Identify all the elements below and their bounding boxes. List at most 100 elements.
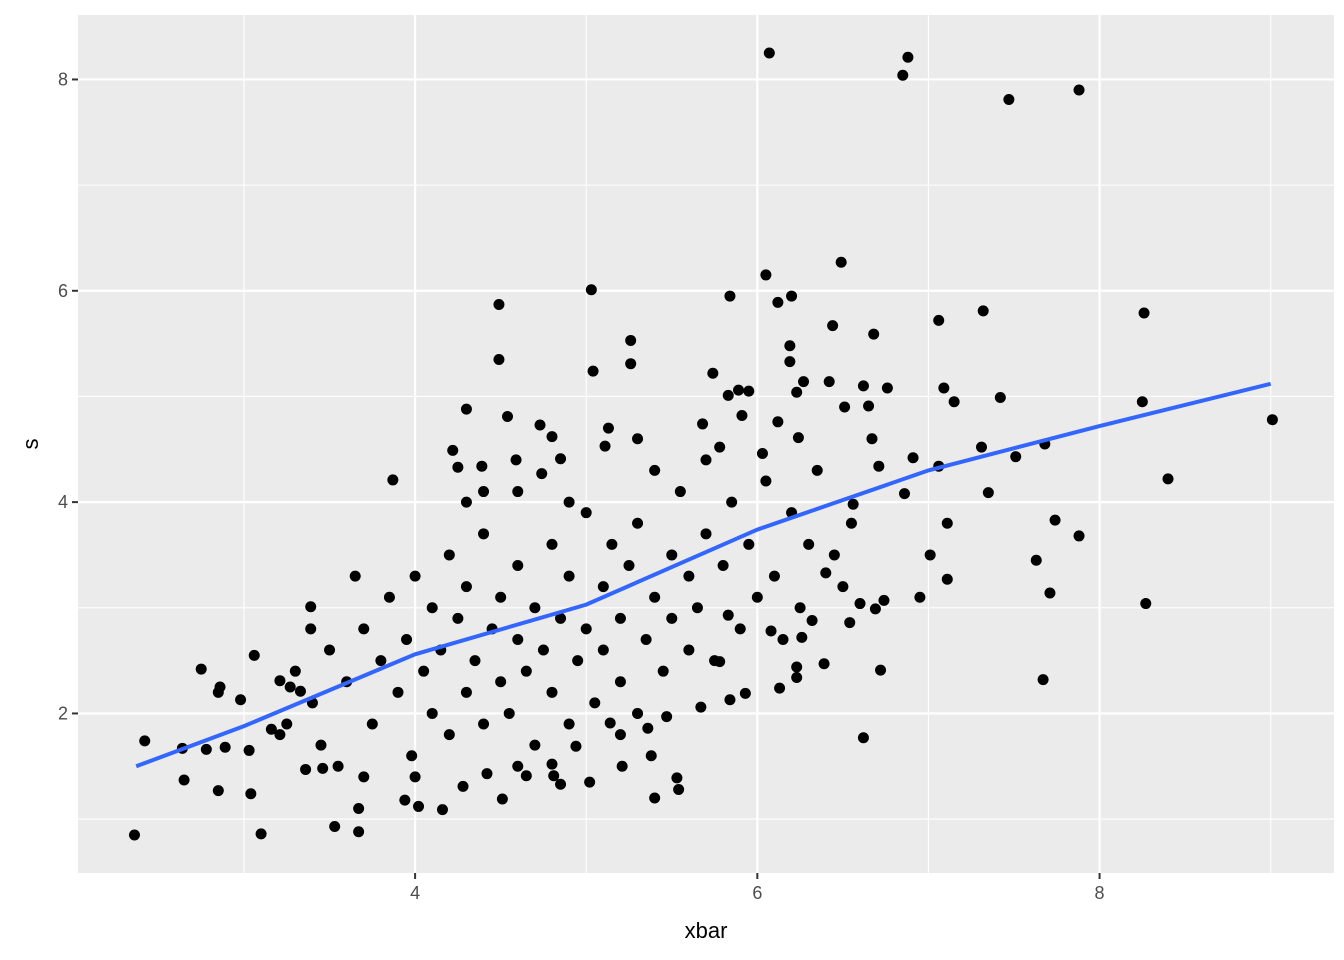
point <box>329 821 341 833</box>
point <box>426 602 438 614</box>
point <box>245 788 257 800</box>
point <box>756 448 768 460</box>
point <box>495 676 507 688</box>
point <box>707 367 719 379</box>
point <box>1073 530 1085 542</box>
point <box>933 314 945 326</box>
point <box>418 665 430 677</box>
point <box>724 694 736 706</box>
point <box>794 602 806 614</box>
point <box>697 418 709 430</box>
point <box>305 601 317 613</box>
point <box>128 829 140 841</box>
point <box>1136 396 1148 408</box>
point <box>632 433 644 445</box>
point <box>478 718 490 730</box>
point <box>837 581 849 593</box>
point <box>315 739 327 751</box>
point <box>580 623 592 635</box>
point <box>406 750 418 762</box>
point <box>623 560 635 572</box>
y-tick-label: 4 <box>58 492 68 512</box>
point <box>661 711 673 723</box>
point <box>941 573 953 585</box>
point <box>447 444 459 456</box>
point <box>700 454 712 466</box>
point <box>534 419 546 431</box>
point <box>375 655 387 667</box>
point <box>555 453 567 465</box>
point <box>332 760 344 772</box>
point <box>760 269 772 281</box>
point <box>625 334 637 346</box>
point <box>924 549 936 561</box>
point <box>792 432 804 444</box>
point <box>387 474 399 486</box>
point <box>640 633 652 645</box>
point <box>248 649 260 661</box>
point <box>366 718 378 730</box>
point <box>709 655 721 667</box>
point <box>632 517 644 529</box>
point <box>700 528 712 540</box>
point <box>803 538 815 550</box>
point <box>478 528 490 540</box>
point <box>844 617 856 629</box>
point <box>274 675 286 687</box>
point <box>982 487 994 499</box>
point <box>520 665 532 677</box>
point <box>614 676 626 688</box>
point <box>878 594 890 606</box>
point <box>1266 414 1278 426</box>
point <box>975 441 987 453</box>
point <box>994 392 1006 404</box>
point <box>214 681 226 693</box>
point <box>349 570 361 582</box>
point <box>1140 598 1152 610</box>
point <box>823 376 835 388</box>
point <box>452 461 464 473</box>
point <box>760 475 772 487</box>
point <box>597 644 609 656</box>
point <box>570 740 582 752</box>
point <box>751 591 763 603</box>
point <box>460 686 472 698</box>
point <box>649 591 661 603</box>
point <box>1030 554 1042 566</box>
point <box>546 686 558 698</box>
x-tick-label: 6 <box>752 883 762 903</box>
point <box>512 633 524 645</box>
point <box>791 672 803 684</box>
point <box>907 452 919 464</box>
point <box>512 560 524 572</box>
point <box>977 305 989 317</box>
point <box>796 631 808 643</box>
point <box>763 47 775 59</box>
point <box>599 440 611 452</box>
y-tick-label: 8 <box>58 69 68 89</box>
point <box>739 687 751 699</box>
point <box>818 658 830 670</box>
point <box>546 758 558 770</box>
point <box>572 655 584 667</box>
point <box>358 623 370 635</box>
point <box>714 441 726 453</box>
point <box>1049 514 1061 526</box>
point <box>724 290 736 302</box>
point <box>791 661 803 673</box>
y-tick-label: 2 <box>58 703 68 723</box>
point <box>460 496 472 508</box>
point <box>546 538 558 550</box>
y-tick-label: 6 <box>58 281 68 301</box>
point <box>734 623 746 635</box>
point <box>897 69 909 81</box>
point <box>589 697 601 709</box>
point <box>493 299 505 311</box>
point <box>827 320 839 332</box>
point <box>666 612 678 624</box>
point <box>722 389 734 401</box>
point <box>243 744 255 756</box>
point <box>791 386 803 398</box>
point <box>274 729 286 741</box>
